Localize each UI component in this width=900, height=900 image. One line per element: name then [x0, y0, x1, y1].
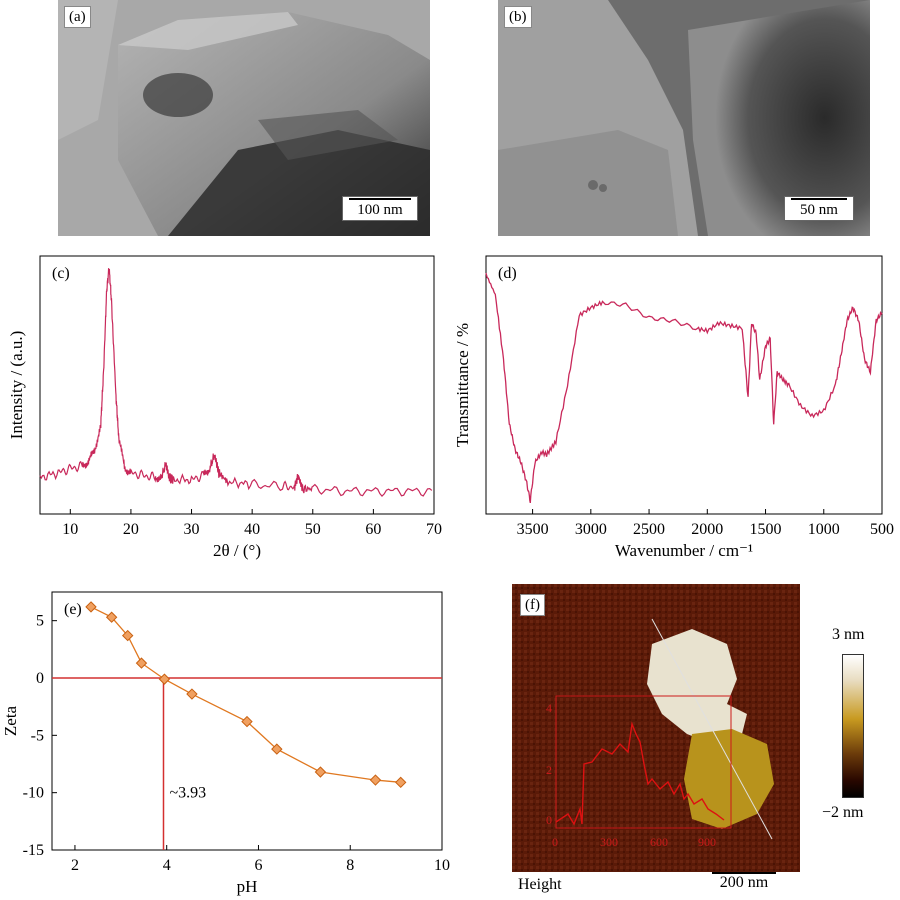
x-tick-label: 60 — [365, 521, 381, 538]
x-tick-label: 4 — [163, 857, 171, 874]
zeta-data-point — [241, 715, 253, 728]
isoelectric-point-label: ~3.93 — [169, 785, 206, 802]
zeta-data-point — [394, 776, 407, 789]
ftir-chart: (d) 3500 3000 2500 2000 1500 1000 500 Wavenumber… — [453, 255, 894, 560]
afm-height-profile-line — [555, 721, 725, 826]
afm-scale-bar: 200 nm — [712, 872, 776, 892]
zeta-data-point — [271, 743, 283, 755]
x-tick-label: 30 — [184, 521, 200, 538]
afm-inset-x-tick: 0 — [552, 835, 558, 849]
x-tick-label: 2 — [71, 857, 79, 874]
panel-f-afm: 0 2 4 0 300 600 900 (f) Height 200 nm 3 nm −2… — [512, 584, 900, 900]
tem-image-a — [58, 0, 430, 236]
y-axis-label: Zeta — [1, 705, 20, 736]
x-axis-label: Wavenumber / cm⁻¹ — [615, 541, 753, 560]
plot-frame — [51, 591, 443, 851]
scale-bar-line-b — [791, 198, 847, 200]
scale-bar-label-b: 50 nm — [800, 202, 838, 218]
x-tick-label: 2500 — [633, 521, 665, 538]
afm-height-image: 0 2 4 0 300 600 900 — [512, 584, 800, 872]
panel-f-label: (f) — [520, 594, 545, 616]
scale-bar-label-a: 100 nm — [357, 202, 403, 218]
colorbar-min-label: −2 nm — [822, 804, 864, 821]
x-tick-label: 40 — [244, 521, 260, 538]
panel-a-tem-image: (a) 100 nm — [58, 0, 430, 236]
afm-inset-x-tick: 900 — [698, 835, 716, 849]
y-axis-label: Transmittance / % — [453, 323, 472, 447]
scale-bar-b: 50 nm — [784, 196, 854, 221]
xrd-pattern-line — [39, 268, 433, 497]
afm-thin-flake — [684, 729, 774, 829]
x-tick-label: 3500 — [517, 521, 549, 538]
x-tick-label: 1000 — [808, 521, 840, 538]
afm-scale-bar-line — [712, 872, 776, 874]
afm-inset-x-tick: 600 — [650, 835, 668, 849]
plot-frame — [39, 255, 435, 515]
x-tick-label: 70 — [426, 521, 442, 538]
x-tick-label: 10 — [62, 521, 78, 538]
ftir-spectrum-line — [485, 272, 883, 504]
y-tick-label: -5 — [31, 727, 44, 744]
afm-background — [512, 584, 800, 872]
zeta-data-point — [369, 774, 382, 786]
zeta-data-point — [158, 673, 171, 685]
x-axis-label: pH — [237, 877, 258, 896]
afm-profile-line — [651, 618, 773, 840]
x-tick-label: 6 — [254, 857, 262, 874]
zeta-potential-chart: (e) 2 4 6 8 10 5 0 -5 -10 -15 pH Zeta ~3.93 — [1, 591, 450, 896]
y-tick-label: -15 — [23, 842, 44, 859]
colorbar-max-label: 3 nm — [832, 626, 865, 643]
zeta-data-point — [121, 629, 134, 642]
height-colorbar — [842, 654, 864, 798]
y-tick-label: 0 — [36, 670, 44, 687]
zeta-data-point — [105, 611, 118, 623]
afm-inset-frame — [555, 695, 732, 829]
tem-image-b — [498, 0, 870, 236]
x-tick-label: 50 — [305, 521, 321, 538]
panel-a-label: (a) — [64, 6, 91, 28]
afm-thick-flake — [647, 629, 747, 744]
zeta-series-line — [90, 606, 401, 783]
y-tick-label: 5 — [36, 613, 44, 630]
panel-label: (c) — [52, 265, 70, 282]
scale-bar-line-a — [349, 198, 411, 200]
zeta-data-point — [135, 657, 148, 669]
panel-label: (d) — [498, 265, 517, 282]
zeta-data-point — [314, 766, 327, 778]
afm-inset-y-tick: 0 — [546, 813, 552, 827]
x-tick-label: 500 — [870, 521, 894, 538]
zeta-data-point — [85, 601, 97, 613]
x-tick-label: 8 — [346, 857, 354, 874]
x-tick-label: 10 — [434, 857, 450, 874]
x-tick-label: 20 — [123, 521, 139, 538]
afm-scale-bar-label: 200 nm — [719, 873, 769, 891]
afm-inset-x-tick: 300 — [600, 835, 618, 849]
panel-b-tem-image: (b) 50 nm — [498, 0, 870, 236]
panel-b-label: (b) — [504, 6, 532, 28]
xrd-chart: (c) 10 20 30 40 50 60 70 2θ / (°) Intensity / (a.… — [7, 255, 442, 560]
afm-inset-y-tick: 2 — [546, 763, 552, 777]
x-axis-label: 2θ / (°) — [213, 541, 261, 560]
y-tick-label: -10 — [23, 785, 44, 802]
x-tick-label: 3000 — [575, 521, 607, 538]
y-axis-label: Intensity / (a.u.) — [7, 331, 26, 440]
x-tick-label: 1500 — [750, 521, 782, 538]
afm-inset-y-tick: 4 — [546, 701, 552, 715]
plot-frame — [485, 255, 883, 515]
afm-height-caption: Height — [518, 876, 562, 893]
zeta-data-point — [186, 688, 198, 700]
scale-bar-a: 100 nm — [342, 196, 418, 221]
panel-label: (e) — [64, 601, 82, 618]
x-tick-label: 2000 — [691, 521, 723, 538]
